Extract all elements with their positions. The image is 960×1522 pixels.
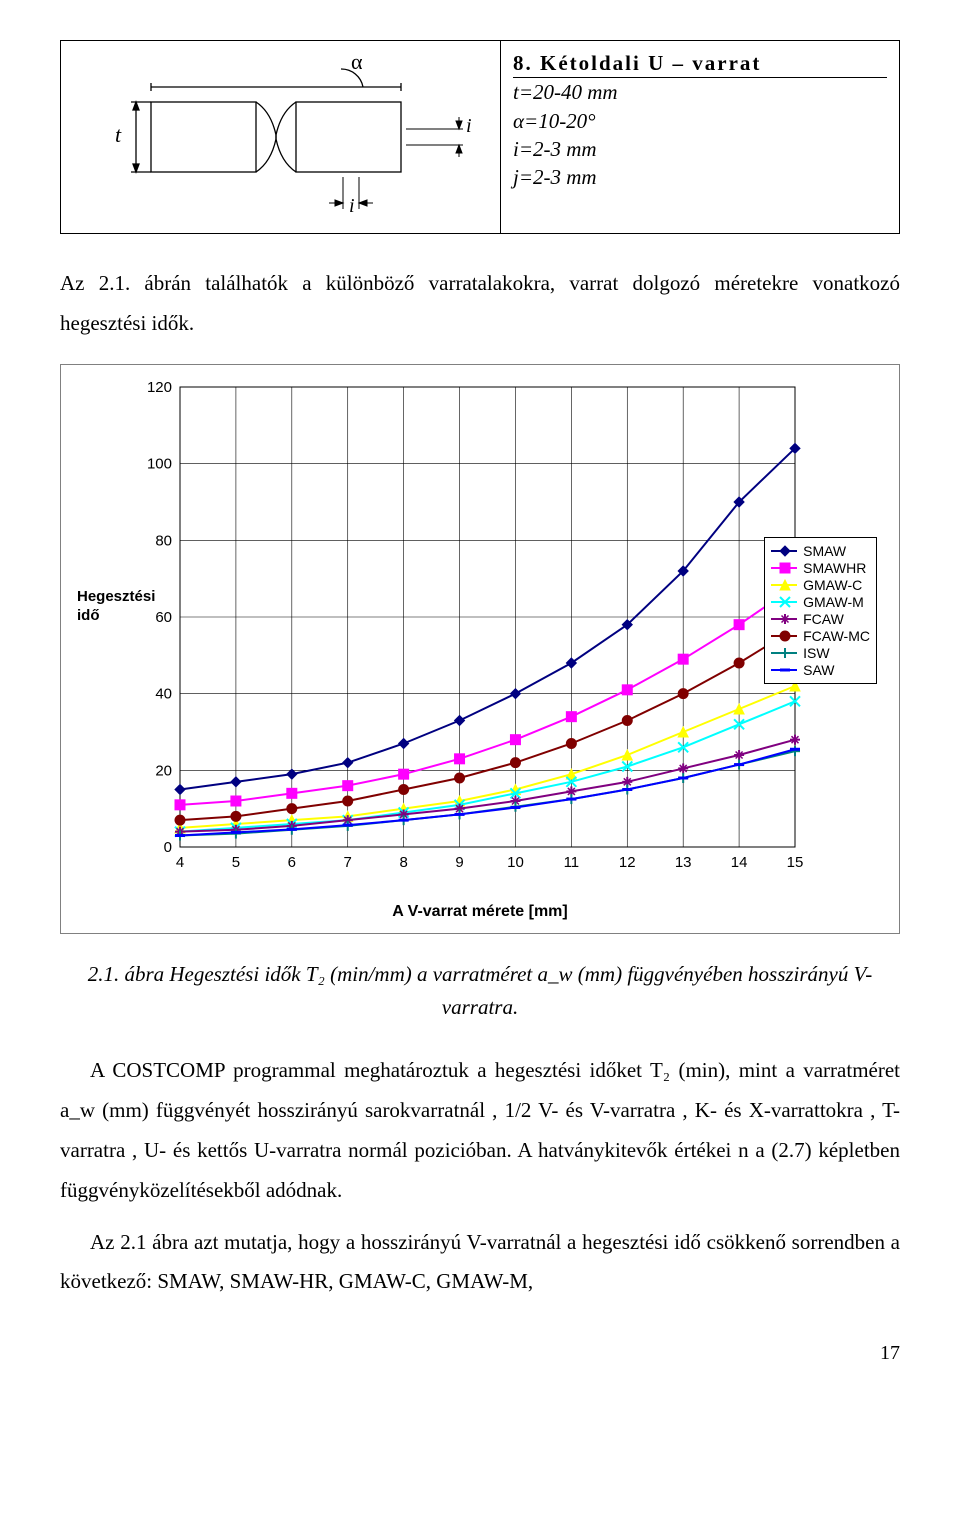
svg-text:12: 12 [619, 854, 636, 871]
weld-title: 8. Kétoldali U – varrat [513, 51, 761, 75]
chart-plot-area: Hegesztési idő 0 20 40 60 80 100 120 4 5 6 7 8 9 10 11… [75, 377, 885, 897]
chart-xlabel: A V-varrat mérete [mm] [75, 903, 885, 921]
svg-text:8: 8 [399, 854, 407, 871]
legend-item-gmaw-c: GMAW-C [771, 577, 870, 593]
svg-text:7: 7 [344, 854, 352, 871]
chart-legend: SMAWSMAWHRGMAW-CGMAW-MFCAWFCAW-MCISWSAW [764, 537, 877, 684]
svg-text:20: 20 [155, 762, 172, 779]
weld-spec-row: t α i i 8. Kétoldali U – v [60, 40, 900, 234]
figure-caption: 2.1. ábra Hegesztési idők T₂ (min/mm) a … [60, 958, 900, 1025]
legend-item-smawhr: SMAWHR [771, 560, 870, 576]
paragraph-3: Az 2.1 ábra azt mutatja, hogy a hosszirá… [60, 1223, 900, 1303]
svg-text:9: 9 [455, 854, 463, 871]
svg-text:60: 60 [155, 609, 172, 626]
weld-param-1: t=20-40 mm [513, 78, 887, 106]
svg-text:13: 13 [675, 854, 692, 871]
chart-ylabel: Hegesztési idő [77, 587, 157, 626]
page-number: 17 [60, 1342, 900, 1365]
weld-param-4: j=2-3 mm [513, 163, 887, 191]
paragraph-2: A COSTCOMP programmal meghatároztuk a he… [60, 1051, 900, 1211]
legend-item-isw: ISW [771, 645, 870, 661]
legend-item-saw: SAW [771, 662, 870, 678]
legend-item-fcaw: FCAW [771, 611, 870, 627]
svg-text:15: 15 [787, 854, 804, 871]
weld-param-3: i=2-3 mm [513, 135, 887, 163]
u-weld-svg: t α i i [71, 47, 491, 227]
svg-text:11: 11 [564, 854, 580, 871]
alpha-label: α [351, 49, 363, 74]
legend-item-fcaw-mc: FCAW-MC [771, 628, 870, 644]
i-label-top: i [466, 115, 472, 137]
svg-text:40: 40 [155, 685, 172, 702]
svg-text:10: 10 [507, 854, 524, 871]
svg-text:80: 80 [155, 532, 172, 549]
svg-text:4: 4 [176, 854, 184, 871]
legend-item-smaw: SMAW [771, 543, 870, 559]
chart-container: Hegesztési idő 0 20 40 60 80 100 120 4 5 6 7 8 9 10 11… [60, 364, 900, 934]
svg-text:120: 120 [147, 379, 172, 396]
weld-desc: 8. Kétoldali U – varrat t=20-40 mm α=10-… [501, 41, 899, 233]
weld-param-2: α=10-20° [513, 107, 887, 135]
svg-text:100: 100 [147, 455, 172, 472]
legend-item-gmaw-m: GMAW-M [771, 594, 870, 610]
i-label-bottom: i [349, 195, 355, 217]
weld-diagram: t α i i [61, 41, 501, 233]
t-label: t [115, 122, 122, 147]
paragraph-1: Az 2.1. ábrán találhatók a különböző var… [60, 264, 900, 344]
svg-text:0: 0 [164, 839, 172, 856]
svg-text:5: 5 [232, 854, 240, 871]
svg-text:6: 6 [288, 854, 296, 871]
svg-text:14: 14 [731, 854, 748, 871]
